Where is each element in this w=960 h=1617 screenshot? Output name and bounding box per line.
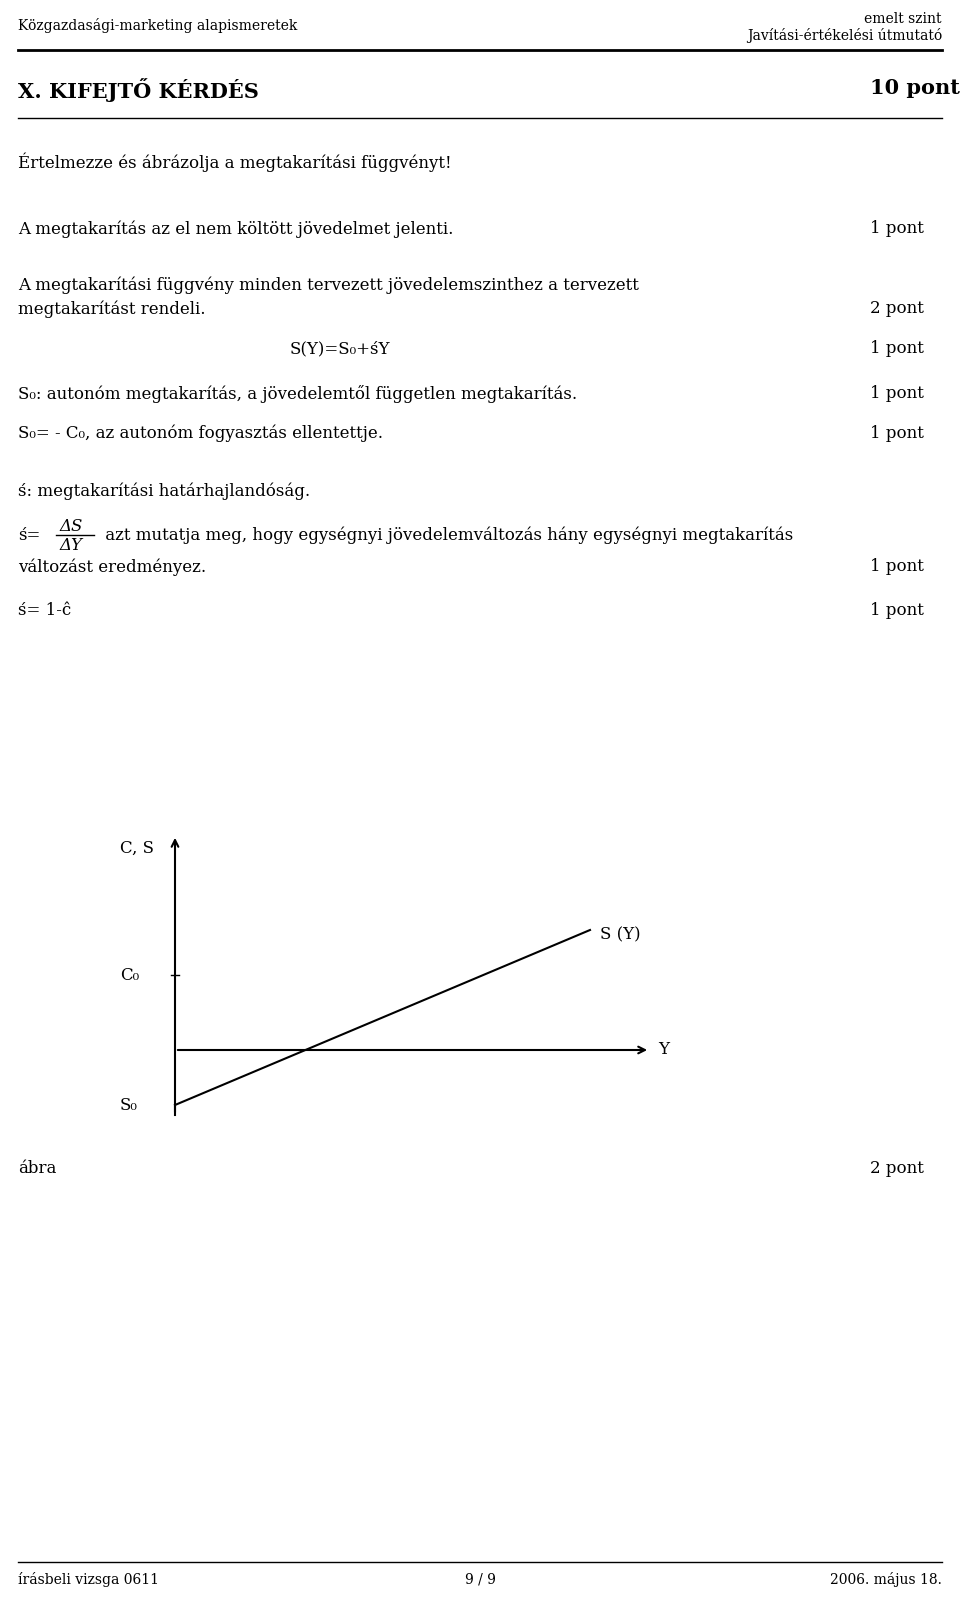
Text: 2 pont: 2 pont	[870, 1159, 924, 1177]
Text: 9 / 9: 9 / 9	[465, 1572, 495, 1586]
Text: S(Y)=S₀+śY: S(Y)=S₀+śY	[290, 340, 391, 357]
Text: 10 pont: 10 pont	[870, 78, 960, 99]
Text: 2006. május 18.: 2006. május 18.	[830, 1572, 942, 1586]
Text: ΔY: ΔY	[60, 537, 83, 555]
Text: ábra: ábra	[18, 1159, 57, 1177]
Text: ś: megtakarítási határhajlandóság.: ś: megtakarítási határhajlandóság.	[18, 483, 310, 501]
Text: A megtakarítási függvény minden tervezett jövedelemszinthez a tervezett: A megtakarítási függvény minden tervezet…	[18, 277, 638, 294]
Text: 1 pont: 1 pont	[870, 385, 924, 403]
Text: Közgazdasági-marketing alapismeretek: Közgazdasági-marketing alapismeretek	[18, 18, 298, 32]
Text: ś=: ś=	[18, 527, 40, 543]
Text: X. KIFEJTŐ KÉRDÉS: X. KIFEJTŐ KÉRDÉS	[18, 78, 259, 102]
Text: ΔS: ΔS	[60, 517, 84, 535]
Text: változást eredményez.: változást eredményez.	[18, 558, 206, 576]
Text: 1 pont: 1 pont	[870, 220, 924, 238]
Text: 1 pont: 1 pont	[870, 425, 924, 441]
Text: Értelmezze és ábrázolja a megtakarítási függvényt!: Értelmezze és ábrázolja a megtakarítási …	[18, 152, 451, 171]
Text: 2 pont: 2 pont	[870, 301, 924, 317]
Text: 1 pont: 1 pont	[870, 558, 924, 576]
Text: 1 pont: 1 pont	[870, 602, 924, 619]
Text: C₀: C₀	[120, 967, 139, 983]
Text: Y: Y	[658, 1041, 669, 1059]
Text: A megtakarítás az el nem költött jövedelmet jelenti.: A megtakarítás az el nem költött jövedel…	[18, 220, 453, 238]
Text: 1 pont: 1 pont	[870, 340, 924, 357]
Text: S (Y): S (Y)	[600, 927, 640, 943]
Text: Javítási-értékelési útmutató: Javítási-értékelési útmutató	[747, 27, 942, 44]
Text: megtakarítást rendeli.: megtakarítást rendeli.	[18, 301, 205, 317]
Text: azt mutatja meg, hogy egységnyi jövedelemváltozás hány egységnyi megtakarítás: azt mutatja meg, hogy egységnyi jövedele…	[100, 526, 793, 543]
Text: írásbeli vizsga 0611: írásbeli vizsga 0611	[18, 1572, 159, 1586]
Text: S₀: S₀	[120, 1096, 138, 1114]
Text: ś= 1-ĉ: ś= 1-ĉ	[18, 602, 71, 619]
Text: emelt szint: emelt szint	[865, 11, 942, 26]
Text: S₀= - C₀, az autonóm fogyasztás ellentettje.: S₀= - C₀, az autonóm fogyasztás ellentet…	[18, 425, 383, 443]
Text: S₀: autonóm megtakarítás, a jövedelemtől független megtakarítás.: S₀: autonóm megtakarítás, a jövedelemtől…	[18, 385, 577, 403]
Text: C, S: C, S	[120, 839, 154, 857]
